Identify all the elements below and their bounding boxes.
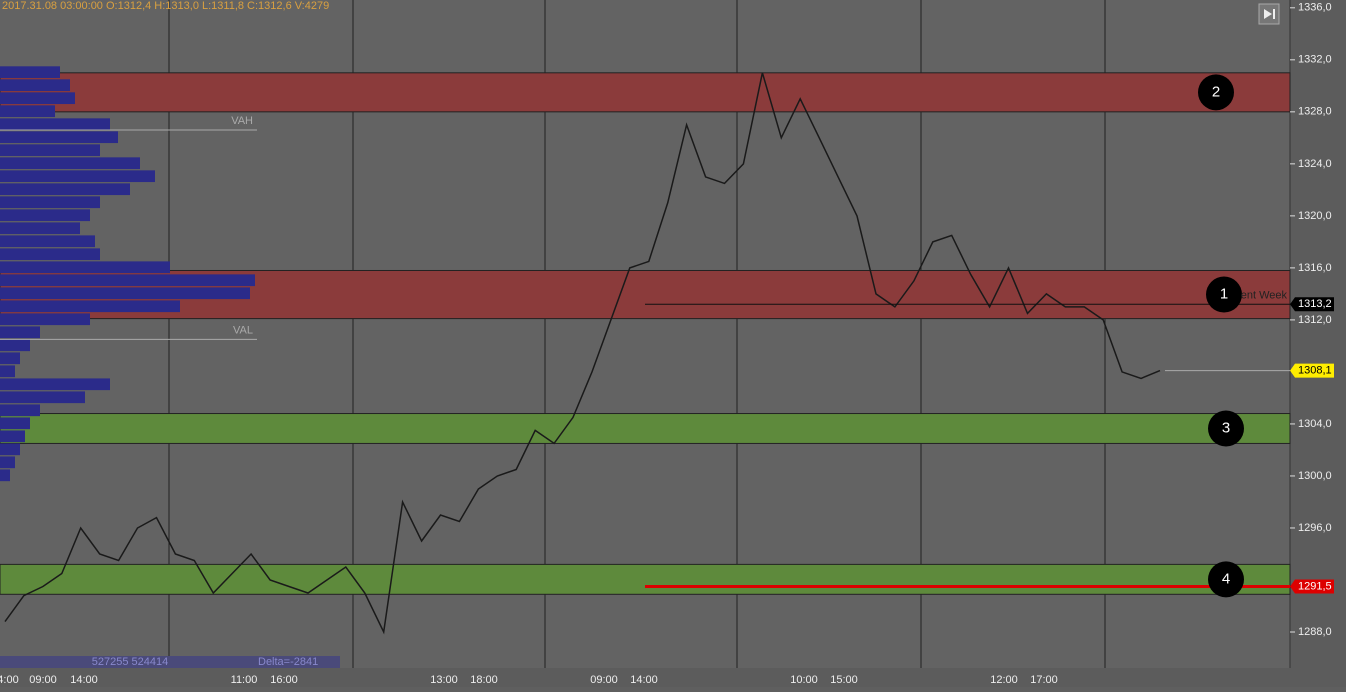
- profile-bar: [0, 300, 180, 313]
- val-label: VAL: [233, 324, 253, 336]
- profile-bar: [0, 196, 100, 209]
- zone: [0, 563, 1291, 595]
- profile-bar: [0, 261, 170, 274]
- zone-marker: [1206, 276, 1242, 313]
- profile-bar: [0, 66, 60, 79]
- x-tick-label: 12:00: [990, 674, 1018, 686]
- time-axis: [0, 668, 1290, 687]
- profile-bar: [0, 131, 118, 144]
- x-tick-label: 14:00: [70, 674, 98, 686]
- zone-marker: [1208, 561, 1244, 598]
- zone-number: 2: [1212, 83, 1220, 100]
- y-tick-label: 1304,0: [1298, 418, 1332, 430]
- price-tag: [1290, 297, 1334, 312]
- profile-bar: [0, 404, 40, 417]
- profile-bar: [0, 365, 15, 378]
- profile-bar: [0, 157, 140, 170]
- x-tick-label: 09:00: [29, 674, 57, 686]
- profile-bar: [0, 79, 70, 92]
- zone-note: ent Week: [1241, 289, 1288, 301]
- zone-marker: [1198, 74, 1234, 111]
- profile-bar: [0, 456, 15, 469]
- profile-bar: [0, 417, 30, 430]
- x-tick-label: 11:00: [231, 674, 258, 686]
- y-tick-label: 1332,0: [1298, 54, 1332, 66]
- y-tick-label: 1316,0: [1298, 262, 1332, 274]
- profile-bar: [0, 378, 110, 391]
- profile-bar: [0, 274, 255, 287]
- zone-number: 1: [1220, 286, 1228, 303]
- profile-bar: [0, 209, 90, 222]
- y-tick-label: 1300,0: [1298, 470, 1332, 482]
- zone-number: 4: [1222, 570, 1230, 587]
- x-tick-label: 16:00: [270, 674, 298, 686]
- profile-bar: [0, 92, 75, 105]
- profile-bar: [0, 391, 85, 404]
- profile-bar: [0, 183, 130, 196]
- profile-bar: [0, 469, 10, 482]
- profile-bar: [0, 235, 95, 248]
- price-tag: [1290, 363, 1334, 378]
- profile-bar: [0, 105, 55, 118]
- y-tick-label: 1320,0: [1298, 210, 1332, 222]
- y-tick-label: 1288,0: [1298, 626, 1332, 638]
- zone: [0, 72, 1291, 113]
- zone-number: 3: [1222, 419, 1230, 436]
- volume-note: 527255 524414: [92, 656, 168, 668]
- profile-bar: [0, 287, 250, 300]
- price-axis: [1290, 0, 1346, 687]
- y-tick-label: 1324,0: [1298, 158, 1332, 170]
- price-line: [4, 72, 1161, 635]
- y-tick-label: 1296,0: [1298, 522, 1332, 534]
- profile-bar: [0, 144, 100, 157]
- ohlc-header: 2017.31.08 03:00:00 O:1312,4 H:1313,0 L:…: [2, 0, 329, 12]
- profile-bar: [0, 248, 100, 261]
- profile-bar: [0, 339, 30, 352]
- x-tick-label: 13:00: [430, 674, 458, 686]
- profile-bar: [0, 118, 110, 131]
- volume-box: [0, 656, 340, 668]
- y-tick-label: 1312,0: [1298, 314, 1332, 326]
- profile-bar: [0, 313, 90, 326]
- profile-bar: [0, 352, 20, 365]
- price-tag: [1290, 579, 1334, 594]
- x-tick-label: 10:00: [790, 674, 818, 686]
- zone: [0, 413, 1291, 444]
- profile-bar: [0, 326, 40, 339]
- x-tick-label: 09:00: [590, 674, 618, 686]
- profile-bar: [0, 170, 155, 183]
- x-tick-label: 18:00: [470, 674, 498, 686]
- delta-note: Delta=-2841: [258, 656, 318, 668]
- x-tick-label: 15:00: [830, 674, 858, 686]
- zone-marker: [1208, 410, 1244, 447]
- x-tick-label: 17:00: [1030, 674, 1058, 686]
- x-tick-label: 4:00: [0, 674, 19, 686]
- price-tag-label: 1308,1: [1298, 365, 1332, 377]
- profile-bar: [0, 222, 80, 235]
- price-tag-label: 1291,5: [1298, 580, 1332, 592]
- y-tick-label: 1336,0: [1298, 2, 1332, 14]
- scroll-end-icon: [1264, 9, 1275, 19]
- profile-bar: [0, 430, 25, 443]
- x-tick-label: 14:00: [630, 674, 658, 686]
- profile-bar: [0, 443, 20, 456]
- y-tick-label: 1328,0: [1298, 106, 1332, 118]
- price-tag-label: 1313,2: [1298, 298, 1332, 310]
- vah-label: VAH: [231, 115, 253, 127]
